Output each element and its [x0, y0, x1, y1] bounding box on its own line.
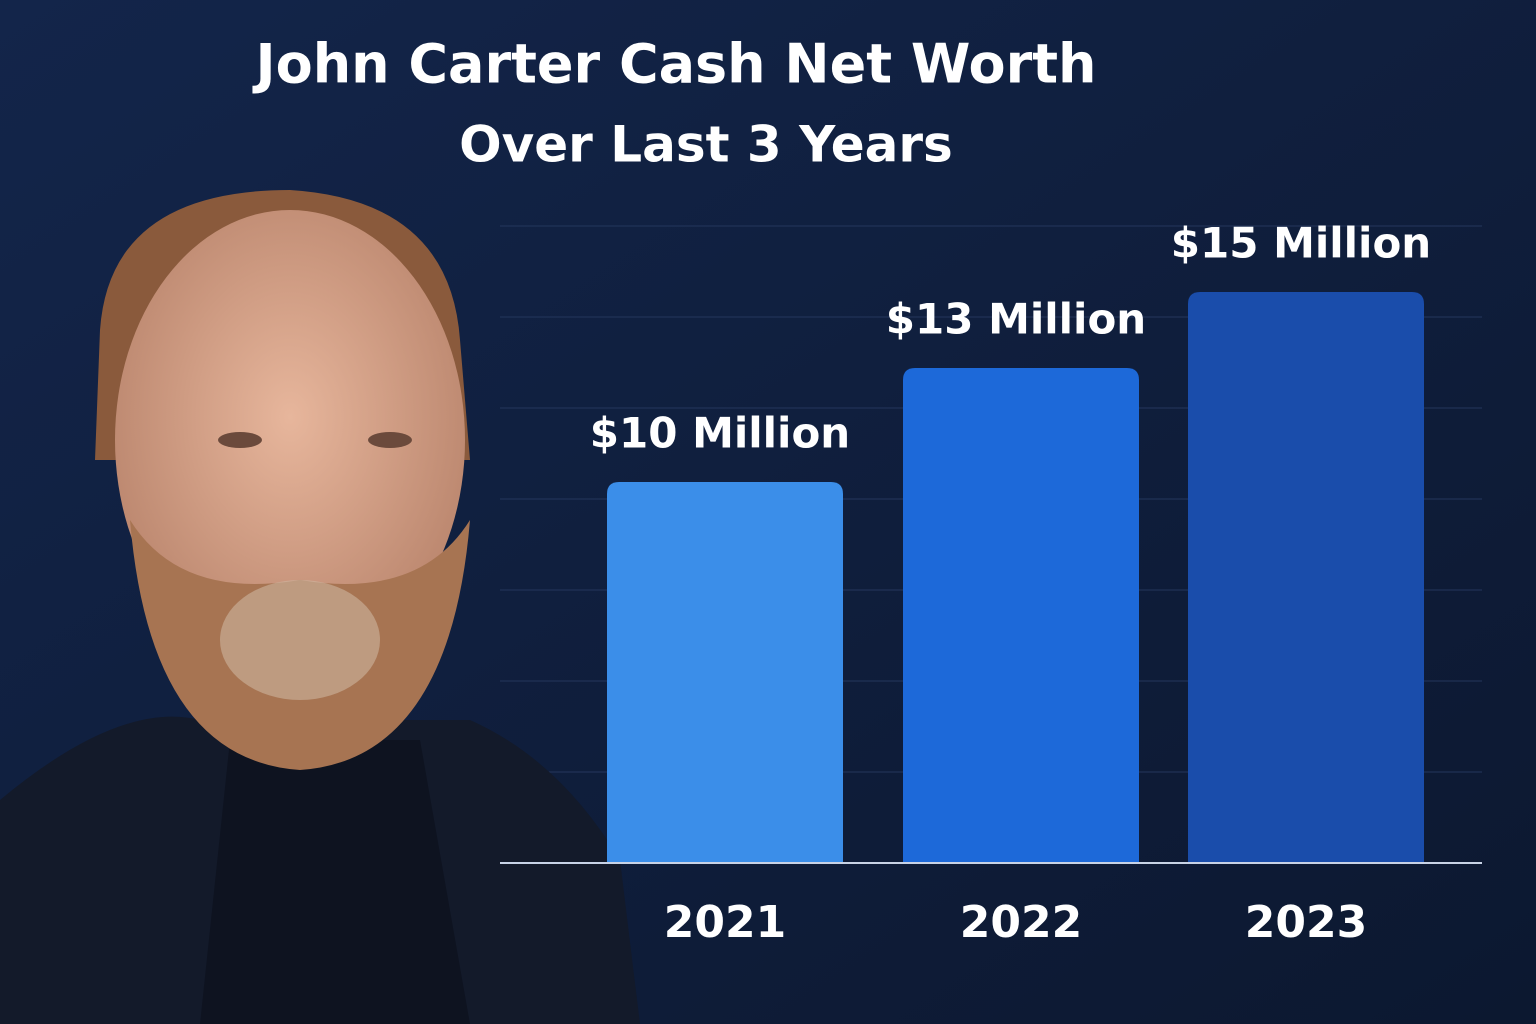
x-tick-label: 2023 — [1245, 897, 1367, 948]
value-label: $13 Million — [886, 295, 1146, 344]
bar — [1188, 292, 1424, 862]
x-tick-label: 2021 — [664, 897, 786, 948]
value-label: $15 Million — [1171, 219, 1431, 268]
chart-subtitle: Over Last 3 Years — [459, 116, 953, 174]
bar — [903, 368, 1139, 862]
value-label: $10 Million — [590, 409, 850, 458]
x-tick-label: 2022 — [960, 897, 1082, 948]
bar — [607, 482, 843, 862]
portrait — [0, 190, 640, 1024]
chart-title: John Carter Cash Net Worth — [252, 33, 1097, 96]
